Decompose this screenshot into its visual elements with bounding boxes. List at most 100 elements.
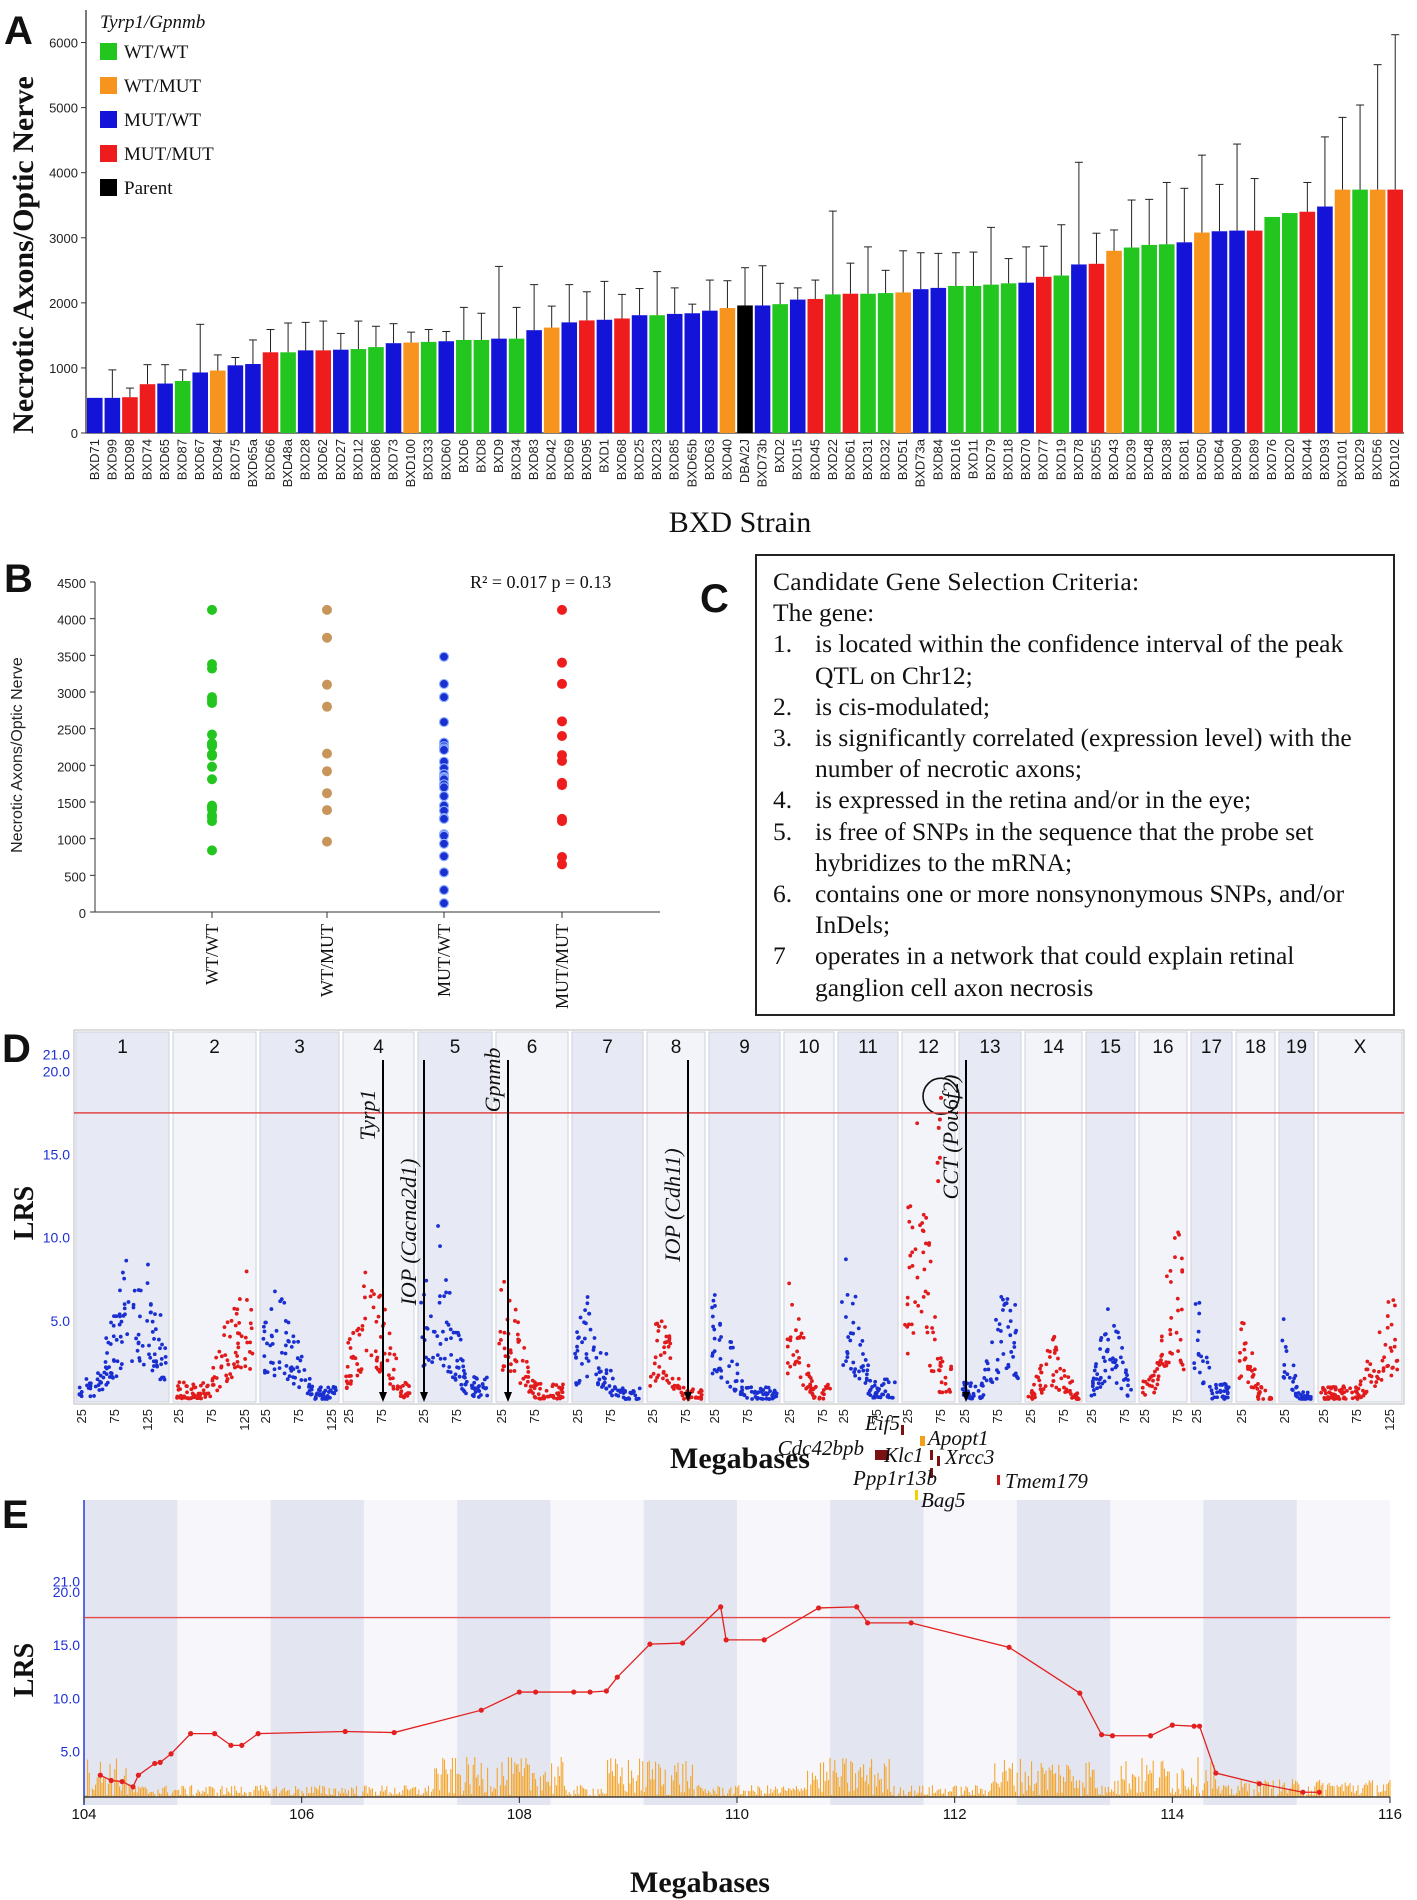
lrs-dot-chr10	[790, 1302, 794, 1307]
lrs-dot-chr7	[618, 1390, 623, 1394]
lrs-dot-chr7	[594, 1355, 599, 1360]
gene-label-Xrcc3: Xrcc3	[944, 1445, 994, 1469]
dot-MUT/MUT	[557, 731, 567, 741]
lrs-dot-chr3	[280, 1350, 284, 1355]
bar-BXD2	[772, 304, 788, 433]
lrs-point	[1147, 1733, 1154, 1739]
lrs-dot-chr16	[1153, 1386, 1158, 1391]
lrs-dot-chr14	[1051, 1373, 1056, 1377]
lrs-dot-chr5	[456, 1330, 460, 1335]
lrs-dot-chr7	[598, 1350, 603, 1355]
gene-label-Tmem179: Tmem179	[1005, 1469, 1088, 1493]
lrs-dot-chr9	[712, 1336, 717, 1341]
lrs-dot-chr2	[191, 1382, 196, 1387]
strain-label-BXD77: BXD77	[1036, 439, 1051, 480]
lrs-dot-chr13	[1001, 1352, 1006, 1356]
lrs-dot-chr11	[853, 1373, 858, 1378]
lrs-dot-chr6	[517, 1338, 522, 1343]
lrs-dot-chr18	[1257, 1389, 1262, 1394]
lrs-dot-chr1	[156, 1337, 161, 1342]
lrs-dot-chr15	[1119, 1386, 1124, 1391]
lrs-dot-chr9	[750, 1397, 754, 1401]
chromosome-label-2: 2	[209, 1037, 220, 1058]
lrs-dot-chr15	[1091, 1376, 1096, 1381]
strain-label-BXD62: BXD62	[315, 439, 330, 480]
panel-d-xtick-label: 75	[374, 1409, 389, 1423]
lrs-dot-chr2	[195, 1396, 200, 1401]
lrs-point	[718, 1604, 724, 1610]
lrs-dot-chr18	[1242, 1347, 1247, 1352]
lrs-dot-chr2	[219, 1354, 224, 1359]
lrs-dot-chr15	[1094, 1377, 1099, 1381]
lrs-dot-chr2	[229, 1318, 234, 1323]
lrs-dot-chr6	[500, 1368, 505, 1372]
lrs-dot-chr4	[374, 1319, 379, 1324]
lrs-dot-chr3	[307, 1382, 312, 1387]
lrs-dot-chr15	[1120, 1360, 1125, 1365]
lrs-dot-chr12	[935, 1356, 940, 1361]
lrs-dot-chr16	[1155, 1382, 1160, 1387]
lrs-dot-chr15	[1114, 1329, 1118, 1334]
lrs-dot-chr9	[718, 1356, 723, 1361]
lrs-dot-chr2	[224, 1379, 229, 1384]
chromosome-band-1	[75, 1031, 170, 1403]
lrs-dot-chr3	[270, 1342, 275, 1346]
lrs-dot-chrX	[1393, 1303, 1397, 1308]
dot-WT/MUT	[322, 788, 332, 799]
lrs-dot-chr10	[794, 1328, 798, 1333]
lrs-dot-chr9	[711, 1298, 716, 1303]
dot-MUT/MUT	[557, 657, 567, 668]
lrs-dot-chr5	[459, 1382, 464, 1387]
dot-WT/MUT	[322, 748, 332, 759]
lrs-dot-chr18	[1249, 1385, 1254, 1390]
criteria-item: 2. is cis-modulated;	[773, 691, 1377, 722]
lrs-dot-chr11	[881, 1382, 886, 1386]
lrs-dot-chr15	[1126, 1378, 1130, 1382]
lrs-dot-chr13	[997, 1322, 1002, 1327]
panel-e-band	[1203, 1500, 1297, 1805]
lrs-dot-chr9	[711, 1324, 716, 1329]
lrs-dot-chr6	[555, 1396, 560, 1401]
lrs-dot-chrX	[1390, 1366, 1395, 1370]
lrs-dot-chr16	[1159, 1338, 1164, 1343]
lrs-dot-chr3	[328, 1395, 332, 1400]
lrs-dot-chr12	[903, 1322, 907, 1327]
lrs-dot-chr14	[1034, 1374, 1039, 1379]
strain-label-BXD70: BXD70	[1018, 439, 1033, 480]
lrs-dot-chr11	[864, 1378, 869, 1382]
lrs-dot-chr2	[223, 1353, 228, 1358]
lrs-dot-chr12	[924, 1215, 929, 1220]
lrs-dot-chr2	[247, 1350, 252, 1354]
lrs-dot-chr9	[725, 1380, 730, 1385]
lrs-dot-chr16	[1147, 1377, 1151, 1382]
strain-label-BXD18: BXD18	[1001, 439, 1016, 480]
dot-MUT/WT	[438, 851, 450, 862]
dot-WT/MUT	[322, 805, 332, 816]
lrs-dot-chr10	[805, 1372, 809, 1377]
lrs-dot-chr15	[1089, 1393, 1094, 1398]
lrs-dot-chr15	[1105, 1349, 1110, 1354]
lrs-dot-chr6	[502, 1364, 507, 1369]
lrs-dot-chr7	[575, 1344, 579, 1349]
bar-BXD28	[297, 350, 314, 433]
lrs-point	[239, 1742, 245, 1748]
lrs-point	[188, 1731, 194, 1737]
panel-d-xtick-label: 25	[1137, 1409, 1152, 1423]
panel-b-ytick-label: 500	[64, 869, 86, 884]
strain-label-BXD6: BXD6	[456, 439, 471, 473]
lrs-dot-chr14	[1029, 1395, 1034, 1400]
lrs-dot-chr14	[1051, 1379, 1056, 1383]
lrs-dot-chr10	[808, 1383, 813, 1388]
lrs-dot-chr1	[85, 1383, 89, 1388]
lrs-dot-chr3	[297, 1385, 302, 1390]
lrs-dot-chr12	[930, 1326, 935, 1330]
panel-d-xtick-label: 25	[258, 1409, 273, 1423]
lrs-dot-chr12	[939, 1380, 944, 1385]
legend-swatch-Parent	[100, 179, 117, 196]
lrs-dot-chr11	[845, 1292, 850, 1297]
bar-BXD75	[227, 365, 244, 433]
lrs-dot-chrX	[1333, 1387, 1338, 1392]
lrs-point	[168, 1751, 174, 1757]
lrs-dot-chr13	[998, 1329, 1003, 1333]
lrs-dot-chr4	[387, 1331, 392, 1336]
